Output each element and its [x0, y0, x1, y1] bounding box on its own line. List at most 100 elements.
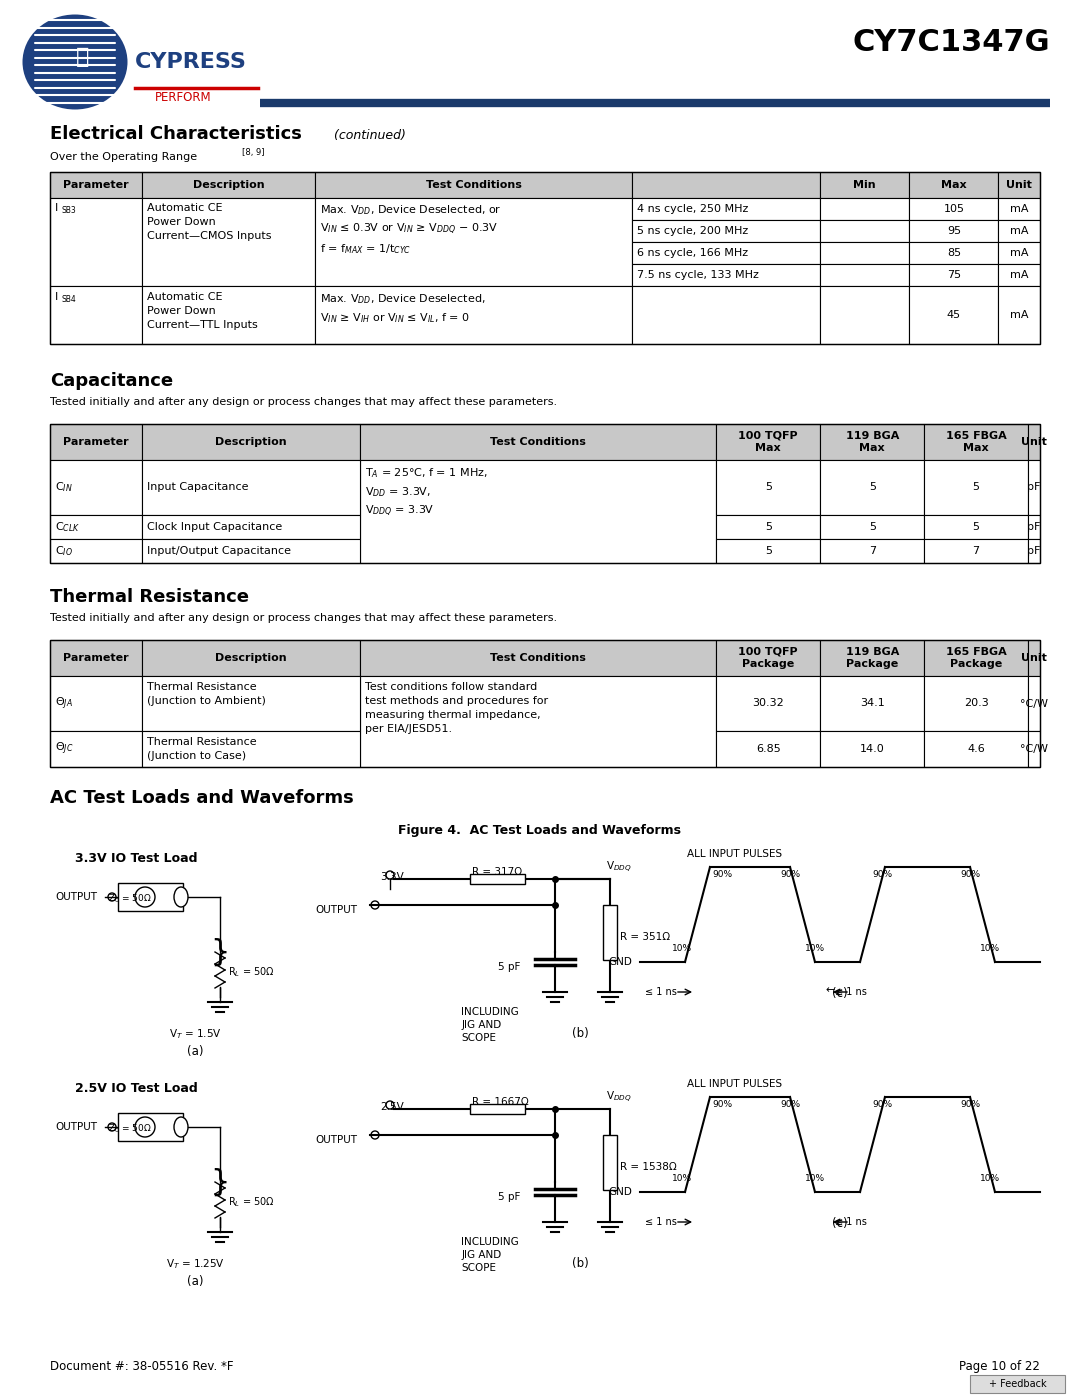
Bar [924, 539, 1028, 563]
Ellipse shape [135, 887, 156, 907]
Bar [50, 515, 143, 539]
Text: pF: pF [1027, 546, 1041, 556]
Bar [632, 242, 820, 264]
Text: }: } [210, 937, 229, 967]
Text: Parameter: Parameter [64, 652, 129, 664]
Bar [820, 425, 924, 460]
Text: 75: 75 [947, 270, 961, 279]
Text: I: I [55, 203, 58, 212]
Text: Description: Description [215, 652, 287, 664]
Text: GND: GND [608, 957, 632, 967]
Text: 10%: 10% [980, 944, 1000, 953]
Text: V$_T$ = 1.5V: V$_T$ = 1.5V [168, 1027, 221, 1041]
Text: 5: 5 [868, 522, 876, 532]
Bar [632, 219, 820, 242]
Text: AC Test Loads and Waveforms: AC Test Loads and Waveforms [50, 789, 354, 807]
Text: Min: Min [853, 180, 876, 190]
Ellipse shape [23, 14, 127, 109]
Bar [820, 676, 924, 731]
Text: 85: 85 [947, 249, 961, 258]
Bar [716, 425, 820, 460]
Text: OUTPUT: OUTPUT [55, 893, 97, 902]
Text: Automatic CE
Power Down
Current—TTL Inputs: Automatic CE Power Down Current—TTL Inpu… [147, 292, 258, 330]
Text: Tested initially and after any design or process changes that may affect these p: Tested initially and after any design or… [50, 613, 557, 623]
Text: 7: 7 [868, 546, 876, 556]
Text: ←: ← [825, 985, 835, 995]
Bar [50, 640, 1040, 767]
Text: °C/W: °C/W [1020, 698, 1048, 708]
Text: 14.0: 14.0 [860, 745, 885, 754]
Text: Max. V$_{DD}$, Device Deselected,
V$_{IN}$ ≥ V$_{IH}$ or V$_{IN}$ ≤ V$_{IL}$, f : Max. V$_{DD}$, Device Deselected, V$_{IN… [321, 292, 486, 324]
Text: Unit: Unit [1021, 437, 1047, 447]
Text: 10%: 10% [805, 1173, 825, 1183]
Text: 10%: 10% [980, 1173, 1000, 1183]
Text: 90%: 90% [712, 1099, 732, 1109]
Text: 165 FBGA
Package: 165 FBGA Package [946, 647, 1007, 669]
Text: ≤ 1 ns: ≤ 1 ns [835, 1217, 867, 1227]
Text: Input Capacitance: Input Capacitance [147, 482, 248, 493]
Bar [820, 640, 924, 676]
Text: mA: mA [1010, 310, 1028, 320]
Bar [143, 539, 360, 563]
Text: C$_{IO}$: C$_{IO}$ [55, 543, 73, 557]
Text: Electrical Characteristics: Electrical Characteristics [50, 124, 302, 142]
Text: 105: 105 [943, 204, 964, 214]
Text: R = 317Ω: R = 317Ω [472, 868, 522, 877]
Bar [820, 219, 909, 242]
Text: 90%: 90% [872, 870, 892, 879]
Text: 5: 5 [973, 522, 980, 532]
Bar [820, 198, 909, 219]
Bar [470, 1104, 525, 1113]
Text: 100 TQFP
Max: 100 TQFP Max [739, 430, 798, 453]
Bar [998, 219, 1040, 242]
Text: 45: 45 [947, 310, 961, 320]
Text: R = 1667Ω: R = 1667Ω [472, 1097, 529, 1106]
Text: Input/Output Capacitance: Input/Output Capacitance [147, 546, 292, 556]
Text: OUTPUT: OUTPUT [315, 1134, 357, 1146]
Text: (c): (c) [833, 988, 848, 1000]
Text: Max: Max [941, 180, 967, 190]
Bar [603, 905, 617, 960]
Ellipse shape [174, 887, 188, 907]
Text: 2.5V IO Test Load: 2.5V IO Test Load [75, 1083, 198, 1095]
Text: C$_{IN}$: C$_{IN}$ [55, 481, 72, 495]
Text: (a): (a) [187, 1275, 203, 1288]
Text: 6 ns cycle, 166 MHz: 6 ns cycle, 166 MHz [637, 249, 748, 258]
Bar [998, 264, 1040, 286]
Bar [143, 198, 315, 286]
Bar [50, 539, 143, 563]
Text: Thermal Resistance
(Junction to Ambient): Thermal Resistance (Junction to Ambient) [147, 682, 266, 705]
Bar [50, 425, 143, 460]
Text: CY7C1347G: CY7C1347G [852, 28, 1050, 57]
Bar [924, 640, 1028, 676]
Text: Θ$_{JA}$: Θ$_{JA}$ [55, 696, 73, 711]
Bar [118, 1113, 183, 1141]
Bar [143, 515, 360, 539]
Bar [632, 198, 820, 219]
Text: Capacitance: Capacitance [50, 372, 173, 390]
Text: °C/W: °C/W [1020, 745, 1048, 754]
Text: 119 BGA
Max: 119 BGA Max [846, 430, 899, 453]
Text: pF: pF [1027, 482, 1041, 493]
Bar [909, 286, 998, 344]
Bar [143, 425, 360, 460]
Bar [1028, 640, 1040, 676]
Bar [909, 198, 998, 219]
Text: Description: Description [193, 180, 265, 190]
Bar [360, 640, 716, 676]
Text: ALL INPUT PULSES: ALL INPUT PULSES [688, 849, 783, 859]
Bar [143, 676, 360, 731]
Text: 2.5V: 2.5V [380, 1102, 404, 1112]
Text: 90%: 90% [780, 870, 800, 879]
Text: OUTPUT: OUTPUT [55, 1122, 97, 1132]
Text: R$_L$ = 50Ω: R$_L$ = 50Ω [228, 1194, 274, 1208]
Text: V$_{DDQ}$: V$_{DDQ}$ [606, 1090, 632, 1105]
Text: Figure 4.  AC Test Loads and Waveforms: Figure 4. AC Test Loads and Waveforms [399, 824, 681, 837]
Text: mA: mA [1010, 270, 1028, 279]
Bar [1028, 539, 1040, 563]
Bar [143, 640, 360, 676]
Text: ALL INPUT PULSES: ALL INPUT PULSES [688, 1078, 783, 1090]
Text: R$_L$ = 50Ω: R$_L$ = 50Ω [228, 965, 274, 979]
Bar [50, 198, 143, 286]
Text: mA: mA [1010, 204, 1028, 214]
